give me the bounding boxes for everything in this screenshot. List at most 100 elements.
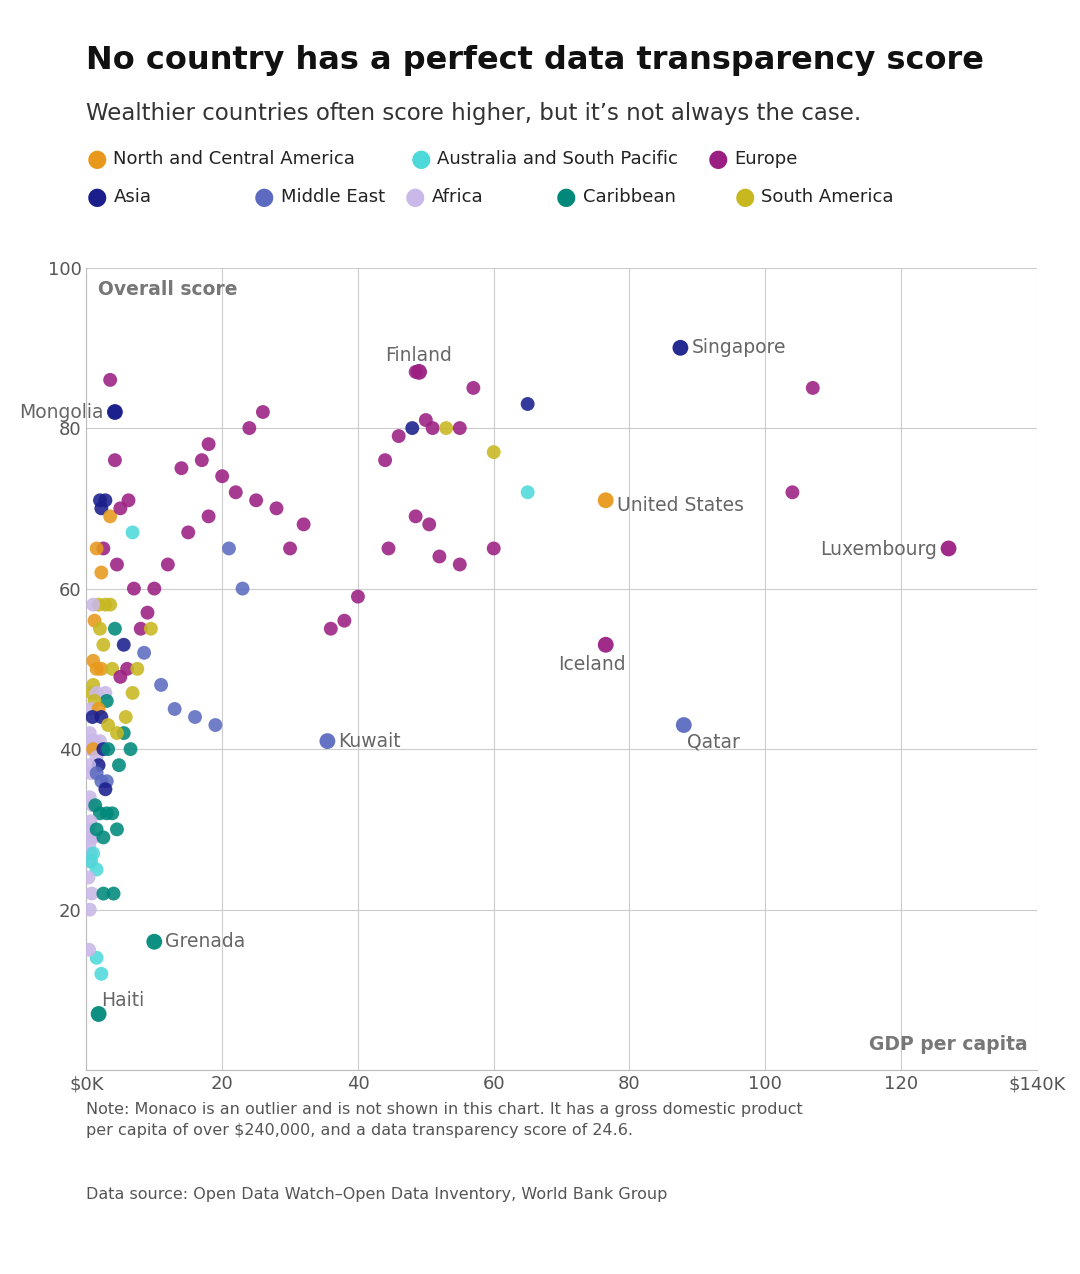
Point [104, 803, 121, 823]
Point [485, 442, 502, 462]
Point [451, 418, 469, 438]
Point [220, 538, 238, 558]
Point [86, 691, 104, 711]
Point [404, 418, 421, 438]
Point [451, 554, 469, 575]
Point [102, 369, 119, 390]
Text: Kuwait: Kuwait [338, 731, 401, 750]
Point [116, 634, 133, 655]
Point [83, 731, 100, 752]
Point [380, 538, 397, 558]
Point [106, 401, 123, 422]
Point [87, 859, 105, 879]
Point [143, 619, 160, 640]
Point [124, 522, 141, 543]
Point [82, 851, 99, 871]
Point [95, 634, 112, 655]
Point [254, 401, 271, 422]
Point [84, 707, 102, 727]
Point [166, 698, 184, 719]
Point [105, 883, 122, 903]
Point [519, 482, 537, 502]
Point [84, 651, 102, 671]
Text: United States: United States [617, 497, 744, 516]
Point [84, 675, 102, 696]
Point [93, 659, 110, 679]
Point [295, 515, 312, 535]
Point [200, 434, 217, 455]
Point [98, 803, 116, 823]
Point [97, 490, 114, 511]
Point [268, 498, 285, 519]
Point [97, 778, 114, 800]
Point [336, 610, 353, 631]
Point [87, 538, 105, 558]
Point [92, 490, 109, 511]
Point [80, 819, 97, 840]
Point [86, 610, 104, 631]
Text: Asia: Asia [113, 189, 151, 206]
Point [241, 418, 258, 438]
Point [84, 739, 102, 759]
Point [319, 731, 336, 752]
Point [322, 619, 339, 640]
Point [129, 659, 146, 679]
Point [87, 948, 105, 968]
Point [139, 603, 157, 623]
Text: ●: ● [707, 148, 728, 171]
Point [117, 707, 134, 727]
Text: Europe: Europe [734, 150, 798, 168]
Point [81, 722, 98, 743]
Point [377, 450, 394, 470]
Point [92, 731, 109, 752]
Point [349, 586, 366, 606]
Point [82, 739, 99, 759]
Point [102, 595, 119, 615]
Text: Data source: Open Data Watch–Open Data Inventory, World Bank Group: Data source: Open Data Watch–Open Data I… [86, 1187, 667, 1203]
Point [83, 827, 100, 847]
Point [424, 418, 442, 438]
Point [116, 722, 133, 743]
Point [87, 683, 105, 703]
Point [417, 410, 434, 431]
Point [81, 836, 98, 856]
Point [940, 538, 957, 558]
Point [106, 450, 123, 470]
Text: ●: ● [405, 186, 426, 209]
Point [81, 899, 98, 920]
Point [80, 868, 97, 888]
Point [81, 851, 98, 871]
Text: ●: ● [254, 186, 274, 209]
Point [214, 466, 231, 487]
Text: Mongolia: Mongolia [19, 403, 104, 422]
Point [102, 506, 119, 526]
Text: Haiti: Haiti [102, 991, 145, 1009]
Point [95, 538, 112, 558]
Text: Wealthier countries often score higher, but it’s not always the case.: Wealthier countries often score higher, … [86, 102, 862, 125]
Point [282, 538, 299, 558]
Point [227, 482, 244, 502]
Point [82, 763, 99, 784]
Point [597, 490, 615, 511]
Point [87, 659, 105, 679]
Point [675, 715, 692, 735]
Point [98, 691, 116, 711]
Point [124, 683, 141, 703]
Point [84, 843, 102, 864]
Text: Note: Monaco is an outlier and is not shown in this chart. It has a gross domest: Note: Monaco is an outlier and is not sh… [86, 1102, 804, 1138]
Point [83, 683, 100, 703]
Point [234, 578, 252, 599]
Point [93, 707, 110, 727]
Point [83, 883, 100, 903]
Point [187, 707, 204, 727]
Text: ●: ● [86, 186, 107, 209]
Text: Qatar: Qatar [687, 733, 740, 752]
Point [108, 819, 125, 840]
Text: Finland: Finland [386, 345, 453, 364]
Point [206, 715, 224, 735]
Point [93, 562, 110, 582]
Point [92, 803, 109, 823]
Point [86, 731, 104, 752]
Point [390, 426, 407, 446]
Text: Middle East: Middle East [281, 189, 384, 206]
